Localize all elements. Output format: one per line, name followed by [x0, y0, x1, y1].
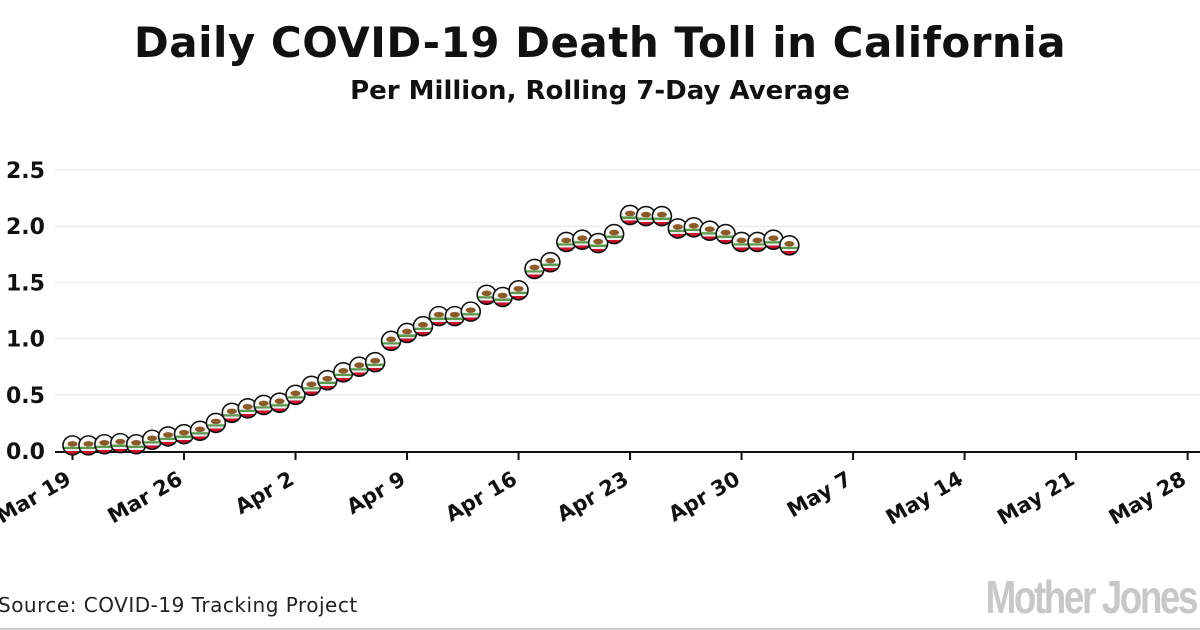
bear-icon: [274, 398, 285, 404]
bear-icon: [290, 390, 301, 397]
chart-subtitle: Per Million, Rolling 7-Day Average: [350, 76, 850, 106]
bear-icon: [402, 328, 413, 335]
data-point-california-flag-icon: [237, 397, 259, 419]
x-tick-label: Apr 30: [664, 467, 744, 527]
data-point-california-flag-icon: [444, 305, 466, 327]
bear-icon: [338, 368, 349, 374]
bear-icon: [704, 226, 715, 232]
bear-icon: [768, 235, 779, 241]
bear-icon: [465, 307, 476, 313]
bear-icon: [99, 439, 110, 446]
bear-icon: [210, 418, 221, 425]
bear-icon: [497, 292, 508, 299]
data-point-california-flag-icon: [396, 322, 418, 344]
bear-icon: [752, 237, 763, 244]
bear-icon: [258, 400, 269, 407]
bear-icon: [656, 211, 667, 218]
data-point-california-flag-icon: [157, 426, 179, 447]
data-point-california-flag-icon: [412, 315, 434, 337]
bear-icon: [561, 237, 572, 244]
data-point-california-flag-icon: [317, 369, 338, 391]
y-tick-label: 2.5: [6, 159, 45, 184]
bear-icon: [194, 426, 205, 433]
bear-icon: [449, 311, 460, 318]
data-point-california-flag-icon: [253, 394, 274, 416]
y-tick-label: 2.0: [6, 215, 45, 240]
bear-icon: [306, 381, 317, 388]
data-point-california-flag-icon: [651, 205, 673, 227]
x-tick-label: Apr 9: [342, 467, 409, 520]
bear-icon: [529, 264, 540, 271]
y-tick-label: 0.0: [6, 440, 45, 465]
data-point-california-flag-icon: [524, 258, 545, 280]
bear-icon: [354, 362, 365, 368]
bear-icon: [163, 432, 174, 438]
source-note: Source: COVID-19 Tracking Project: [0, 593, 358, 617]
chart-title: Daily COVID-19 Death Toll in California: [133, 18, 1067, 67]
x-tick-label: Apr 23: [553, 467, 633, 527]
y-tick-label: 1.5: [6, 271, 45, 296]
bear-icon: [577, 235, 588, 241]
data-point-california-flag-icon: [380, 330, 402, 352]
data-point-california-flag-icon: [205, 412, 227, 434]
x-tick-label: May 28: [1105, 467, 1190, 530]
x-tick-label: Apr 16: [441, 467, 521, 527]
data-point-california-flag-icon: [508, 279, 529, 301]
data-point-california-flag-icon: [221, 402, 243, 424]
y-tick-label: 0.5: [6, 384, 45, 409]
bear-icon: [513, 285, 524, 292]
bear-icon: [672, 224, 683, 230]
data-point-california-flag-icon: [779, 235, 800, 256]
bear-icon: [370, 357, 381, 364]
bottom-divider: [0, 628, 1200, 630]
bear-icon: [481, 290, 492, 297]
bear-icon: [147, 435, 158, 442]
x-tick-label: May 14: [882, 467, 967, 530]
data-point-california-flag-icon: [285, 384, 306, 406]
bear-icon: [720, 229, 731, 236]
data-point-california-flag-icon: [540, 251, 561, 273]
data-point-california-flag-icon: [699, 220, 721, 241]
x-tick-label: Apr 2: [231, 467, 298, 520]
data-point-california-flag-icon: [301, 375, 322, 397]
data-point-california-flag-icon: [635, 205, 657, 227]
bear-icon: [83, 441, 94, 447]
bear-icon: [386, 336, 397, 343]
data-point-california-flag-icon: [141, 429, 163, 451]
data-point-california-flag-icon: [428, 305, 450, 327]
bear-icon: [226, 408, 237, 415]
bear-icon: [736, 237, 747, 244]
bear-icon: [625, 210, 636, 217]
bear-icon: [322, 375, 333, 382]
bear-icon: [131, 439, 142, 446]
bear-icon: [784, 241, 795, 247]
x-tick-label: May 7: [783, 467, 856, 523]
data-point-california-flag-icon: [125, 433, 147, 455]
bear-icon: [179, 429, 190, 436]
data-point-california-flag-icon: [364, 351, 386, 373]
x-tick-label: Mar 26: [104, 467, 187, 529]
bear-icon: [609, 229, 620, 236]
data-point-california-flag-icon: [460, 301, 482, 322]
bear-icon: [417, 321, 428, 328]
data-point-california-flag-icon: [173, 423, 195, 445]
bear-icon: [433, 311, 444, 318]
x-tick-label: May 21: [993, 467, 1078, 530]
bear-icon: [640, 211, 651, 218]
data-point-california-flag-icon: [189, 420, 211, 442]
bear-icon: [545, 257, 556, 264]
x-tick-label: Mar 19: [0, 467, 75, 529]
data-point-california-flag-icon: [78, 435, 99, 456]
data-point-california-flag-icon: [603, 223, 625, 245]
y-tick-label: 1.0: [6, 328, 45, 353]
bear-icon: [242, 403, 253, 410]
bear-icon: [688, 223, 699, 229]
data-point-california-flag-icon: [587, 232, 609, 254]
bear-icon: [593, 238, 604, 245]
mother-jones-logo: Mother Jones: [985, 571, 1199, 623]
data-point-california-flag-icon: [62, 435, 83, 456]
bear-icon: [67, 441, 78, 447]
bear-icon: [115, 438, 126, 445]
